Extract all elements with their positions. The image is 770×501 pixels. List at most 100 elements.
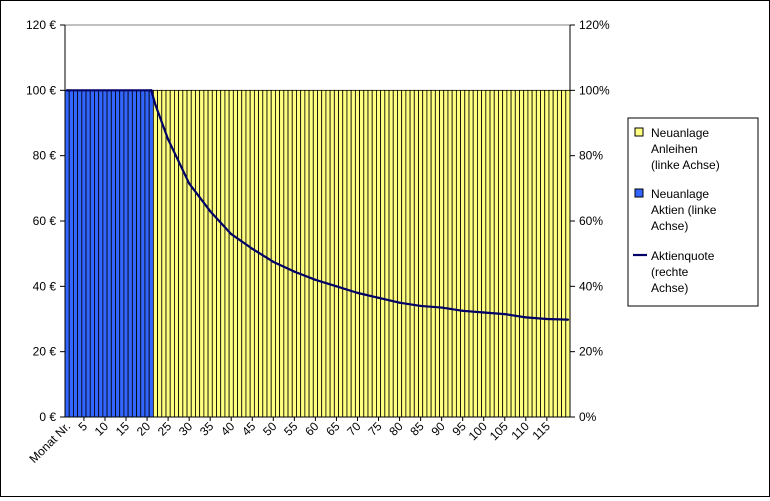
bar-anleihen-month-81 (401, 89, 407, 418)
legend-swatch-aktien (634, 188, 644, 198)
bar-anleihen-month-50 (270, 89, 276, 418)
bar-anleihen-month-39 (224, 89, 230, 418)
left-tick-label: 60 € (33, 214, 57, 228)
bars (64, 89, 571, 418)
bar-anleihen-month-72 (363, 89, 369, 418)
bar-anleihen-month-114 (540, 89, 546, 418)
bar-anleihen-month-29 (182, 89, 188, 418)
bar-anleihen-month-59 (308, 89, 314, 418)
bar-anleihen-month-61 (317, 89, 323, 418)
legend-swatch-anleihen (634, 127, 644, 137)
x-tick-label: 95 (449, 419, 469, 439)
bar-anleihen-month-67 (342, 89, 348, 418)
bar-aktien-month-11 (106, 89, 112, 418)
bar-aktien-month-21 (148, 89, 154, 418)
bar-anleihen-month-52 (279, 89, 285, 418)
legend-label-aktien: Neuanlage (651, 187, 709, 201)
bar-aktien-month-9 (98, 89, 104, 418)
bar-anleihen-month-83 (409, 89, 415, 418)
x-tick-label: 90 (428, 419, 448, 439)
right-tick-label: 20% (579, 345, 603, 359)
bar-anleihen-month-107 (510, 89, 516, 418)
bar-anleihen-month-110 (523, 89, 529, 418)
bar-anleihen-month-51 (275, 89, 281, 418)
bar-anleihen-month-94 (455, 89, 461, 418)
bar-anleihen-month-43 (241, 89, 247, 418)
bar-anleihen-month-86 (422, 89, 428, 418)
x-tick-label: 30 (176, 419, 196, 439)
x-tick-label: 25 (155, 419, 175, 439)
aktienquote-point-60 (314, 278, 317, 281)
x-tick-label: 70 (344, 419, 364, 439)
left-tick-label: 0 € (39, 410, 56, 424)
aktienquote-point-120 (566, 318, 570, 321)
bar-anleihen-month-37 (216, 89, 222, 418)
bar-anleihen-month-71 (359, 89, 365, 418)
bar-aktien-month-14 (119, 89, 125, 418)
bar-anleihen-month-44 (245, 89, 251, 418)
x-tick-label: 60 (302, 419, 322, 439)
aktienquote-point-70 (356, 291, 359, 295)
bar-anleihen-month-26 (169, 89, 175, 418)
x-tick-label: 65 (323, 419, 343, 439)
right-tick-label: 80% (579, 149, 603, 163)
legend-label-aktienquote: (rechte (651, 265, 689, 279)
x-tick-label: 55 (281, 419, 301, 439)
bar-aktien-month-1 (64, 89, 70, 418)
bar-anleihen-month-75 (376, 89, 382, 418)
bar-aktien-month-18 (136, 89, 142, 418)
bar-anleihen-month-113 (535, 89, 541, 418)
bar-anleihen-month-116 (548, 89, 554, 418)
bar-anleihen-month-46 (253, 89, 259, 418)
bar-anleihen-month-91 (443, 89, 449, 418)
bar-anleihen-month-74 (371, 89, 377, 418)
left-tick-label: 120 € (26, 18, 56, 32)
bar-anleihen-month-36 (211, 89, 217, 418)
bar-aktien-month-4 (77, 89, 83, 418)
legend: Neuanlage Anleihen (linke Achse) Neuanlage A… (627, 117, 759, 307)
bar-anleihen-month-118 (556, 89, 562, 418)
right-axis-ticks: 0% 20% 40% 60% 80% 100% 120% (570, 18, 610, 424)
bar-anleihen-month-66 (338, 89, 344, 418)
aktienquote-point-22 (154, 103, 157, 107)
left-tick-label: 100 € (26, 83, 56, 97)
bar-anleihen-month-62 (321, 89, 327, 418)
bar-anleihen-month-85 (418, 89, 424, 418)
bar-anleihen-month-56 (296, 89, 302, 418)
bar-anleihen-month-111 (527, 89, 533, 418)
left-tick-label: 20 € (33, 345, 57, 359)
x-tick-label: 40 (218, 419, 238, 439)
aktienquote-point-65 (335, 285, 338, 288)
bar-aktien-month-2 (68, 89, 74, 418)
aktienquote-point-35 (208, 210, 212, 213)
legend-label-aktienquote: Achse) (651, 281, 688, 295)
bar-anleihen-month-24 (161, 89, 167, 418)
aktienquote-point-21 (150, 89, 153, 92)
aktienquote-point-90 (440, 306, 443, 309)
x-tick-label: 85 (407, 419, 427, 439)
bar-anleihen-month-102 (489, 89, 495, 418)
right-tick-label: 0% (579, 410, 597, 424)
bar-anleihen-month-106 (506, 89, 512, 418)
bar-anleihen-month-58 (304, 89, 310, 418)
bar-anleihen-month-48 (262, 89, 268, 418)
bar-aktien-month-5 (81, 89, 87, 418)
aktienquote-point-75 (377, 296, 380, 299)
bar-anleihen-month-63 (325, 89, 331, 418)
bar-anleihen-month-100 (481, 89, 487, 418)
bar-anleihen-month-55 (291, 89, 297, 418)
aktienquote-point-30 (187, 182, 191, 185)
bar-anleihen-month-54 (287, 89, 293, 418)
bar-anleihen-month-33 (199, 89, 205, 418)
x-tick-label: 45 (239, 419, 259, 439)
bar-anleihen-month-78 (388, 89, 394, 418)
x-tick-label: 35 (197, 419, 217, 439)
bar-aktien-month-13 (115, 89, 121, 418)
bar-anleihen-month-40 (228, 89, 234, 418)
right-tick-label: 100% (579, 83, 610, 97)
left-axis-ticks: 0 € 20 € 40 € 60 € 80 € 100 € 120 € (26, 18, 65, 424)
x-tick-label: 5 (75, 419, 90, 434)
legend-label-aktien: Aktien (linke (651, 203, 717, 217)
